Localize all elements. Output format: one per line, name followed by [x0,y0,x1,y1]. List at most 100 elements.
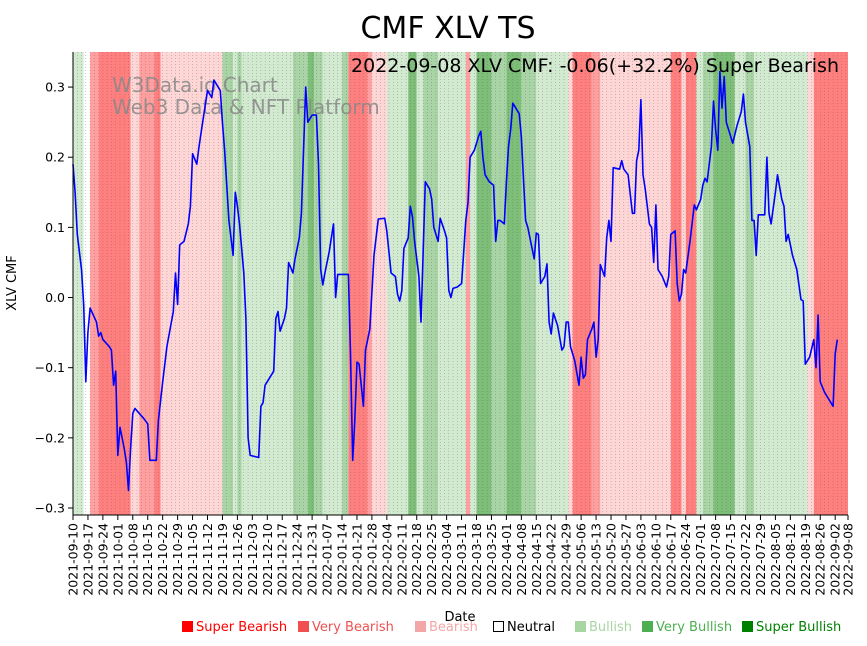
x-tick-label: 2021-09-24 [95,523,110,596]
y-tick-label: 0.3 [45,80,65,95]
legend-swatch [182,621,193,632]
region-bullish [241,52,293,515]
region-bearish [600,52,671,515]
x-tick-label: 2022-01-07 [320,523,335,596]
x-tick-label: 2022-07-08 [708,523,723,596]
x-tick-label: 2022-05-06 [574,523,589,596]
region-super-bearish [154,52,161,515]
y-tick-label: 0.0 [45,290,65,305]
region-super-bullish [408,52,417,515]
x-tick-label: 2022-04-08 [514,523,529,596]
x-tick-label: 2021-10-22 [155,523,170,596]
x-tick-label: 2022-07-22 [738,523,753,596]
region-bullish [73,52,84,515]
region-bearish [568,52,573,515]
x-tick-label: 2021-10-29 [170,523,185,596]
x-tick-label: 2022-04-15 [529,523,544,596]
x-tick-label: 2021-09-17 [80,523,95,596]
x-tick-label: 2022-01-14 [335,523,350,596]
legend-item-neutral: Neutral [493,620,555,635]
x-tick-label: 2022-08-12 [783,523,798,596]
x-tick-label: 2021-12-03 [245,523,260,596]
x-tick-label: 2021-11-12 [200,523,215,596]
legend-swatch [742,621,753,632]
region-very-bearish [139,52,155,515]
x-tick-label: 2022-07-15 [723,523,738,596]
legend-swatch [493,621,504,632]
legend-label: Very Bearish [312,620,394,635]
x-tick-label: 2021-11-19 [215,523,230,596]
legend-item-super-bearish: Super Bearish [182,620,287,635]
legend-swatch [642,621,653,632]
legend-item-very-bullish: Very Bullish [642,620,732,635]
legend-label: Bullish [589,620,633,635]
x-tick-label: 2022-07-29 [753,523,768,596]
region-super-bearish [813,52,848,515]
region-very-bearish [465,52,471,515]
region-super-bearish [670,52,682,515]
y-tick-label: 0.2 [45,150,65,165]
x-tick-label: 2022-06-17 [663,523,678,596]
x-tick-label: 2021-11-26 [230,523,245,596]
legend-item-very-bearish: Very Bearish [298,620,394,635]
chart-subtitle: 2022-09-08 XLV CMF: -0.06(+32.2%) Super … [351,55,839,77]
region-very-bullish [702,52,714,515]
x-tick-label: 2022-04-01 [499,523,514,596]
x-tick-label: 2022-07-01 [693,523,708,596]
region-super-bullish [713,52,735,515]
region-bullish [322,52,343,515]
x-tick-label: 2021-12-10 [260,523,275,596]
x-tick-label: 2022-02-11 [394,523,409,596]
x-tick-label: 2022-06-24 [678,523,693,596]
x-tick-label: 2022-08-19 [798,523,813,596]
region-super-bearish [572,52,592,515]
legend-label: Neutral [507,620,555,635]
x-tick-label: 2021-11-05 [185,523,200,596]
region-neutral [83,52,91,515]
region-very-bearish [591,52,601,515]
region-super-bullish [476,52,492,515]
legend-item-bearish: Bearish [415,620,478,635]
x-tick-label: 2022-04-29 [559,523,574,596]
region-very-bullish [745,52,755,515]
watermark-line-2: Web3 Data & NFT Platform [112,95,380,119]
y-axis-ticks: −0.3 −0.2 −0.1 0.0 0.1 0.2 0.3 [35,80,73,515]
legend-swatch [415,621,426,632]
region-bullish [734,52,746,515]
legend-label: Super Bullish [756,620,842,635]
region-very-bullish [491,52,507,515]
x-tick-label: 2021-10-01 [110,523,125,596]
x-tick-label: 2022-03-25 [484,523,499,596]
watermark-line-1: W3Data.io Chart [112,73,278,97]
x-tick-label: 2022-02-18 [409,523,424,596]
region-bullish [536,52,569,515]
x-tick-label: 2022-01-21 [349,523,364,596]
x-tick-label: 2022-06-10 [648,523,663,596]
region-very-bullish [342,52,349,515]
region-bullish [470,52,477,515]
legend-label: Super Bearish [196,620,288,635]
y-tick-label: −0.3 [35,500,65,515]
x-tick-label: 2022-02-25 [424,523,439,596]
chart-title: CMF XLV TS [360,11,535,46]
x-tick-label: 2022-08-26 [813,523,828,596]
x-tick-label: 2022-01-28 [364,523,379,596]
y-axis-label: XLV CMF [5,255,20,311]
legend-label: Very Bullish [656,620,733,635]
region-bullish [696,52,703,515]
region-very-bullish [423,52,439,515]
y-tick-label: −0.2 [35,430,65,445]
legend-item-super-bullish: Super Bullish [742,620,841,635]
legend-swatch [298,621,309,632]
x-tick-label: 2021-12-31 [305,523,320,596]
y-tick-label: −0.1 [35,360,65,375]
x-axis-label: Date [444,610,475,625]
x-tick-label: 2022-05-27 [618,523,633,596]
x-tick-label: 2021-12-24 [290,523,305,596]
x-tick-label: 2022-09-02 [828,523,843,596]
region-super-bearish [98,52,131,515]
y-tick-label: 0.1 [45,220,65,235]
region-very-bullish [314,52,323,515]
x-tick-label: 2022-08-05 [768,523,783,596]
